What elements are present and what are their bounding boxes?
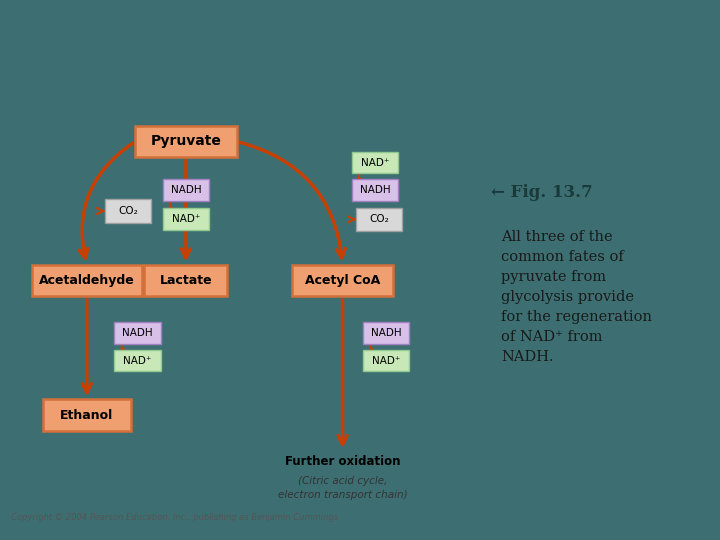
FancyBboxPatch shape — [352, 152, 398, 173]
FancyBboxPatch shape — [356, 208, 402, 231]
Text: NAD⁺: NAD⁺ — [372, 355, 400, 366]
FancyBboxPatch shape — [105, 199, 151, 222]
Text: CO₂: CO₂ — [118, 206, 138, 216]
FancyBboxPatch shape — [32, 265, 142, 296]
FancyBboxPatch shape — [135, 126, 237, 157]
Text: NADH: NADH — [359, 185, 390, 195]
FancyBboxPatch shape — [114, 322, 161, 344]
FancyArrowPatch shape — [356, 165, 362, 185]
Text: (Citric acid cycle,
electron transport chain): (Citric acid cycle, electron transport c… — [278, 476, 408, 500]
Text: Copyright © 2004 Pearson Education, Inc., publishing as Benjamin Cummings: Copyright © 2004 Pearson Education, Inc.… — [11, 513, 338, 522]
FancyBboxPatch shape — [163, 208, 209, 231]
Text: Acetyl CoA: Acetyl CoA — [305, 274, 380, 287]
FancyArrowPatch shape — [166, 192, 173, 215]
FancyBboxPatch shape — [43, 400, 130, 431]
Text: Further oxidation: Further oxidation — [285, 455, 400, 468]
Text: Ethanol: Ethanol — [60, 409, 114, 422]
FancyArrowPatch shape — [79, 143, 133, 258]
FancyBboxPatch shape — [292, 265, 393, 296]
FancyBboxPatch shape — [114, 349, 161, 372]
FancyArrowPatch shape — [367, 335, 374, 356]
Text: NAD⁺: NAD⁺ — [123, 355, 152, 366]
Text: ← Fig. 13.7: ← Fig. 13.7 — [492, 184, 593, 200]
Text: NADH: NADH — [171, 185, 201, 195]
FancyBboxPatch shape — [163, 179, 209, 201]
Text: NAD⁺: NAD⁺ — [361, 158, 389, 167]
FancyArrowPatch shape — [118, 335, 125, 356]
Text: NADH: NADH — [122, 328, 153, 338]
Text: NADH: NADH — [371, 328, 402, 338]
Text: CO₂: CO₂ — [369, 214, 390, 225]
Text: Pyruvate: Pyruvate — [150, 134, 221, 149]
FancyArrowPatch shape — [239, 142, 346, 258]
FancyBboxPatch shape — [145, 265, 228, 296]
Text: NAD⁺: NAD⁺ — [171, 214, 200, 225]
FancyBboxPatch shape — [364, 322, 410, 344]
FancyBboxPatch shape — [352, 179, 398, 201]
Text: All three of the
common fates of
pyruvate from
glycolysis provide
for the regene: All three of the common fates of pyruvat… — [501, 230, 652, 364]
FancyBboxPatch shape — [364, 349, 410, 372]
Text: Lactate: Lactate — [160, 274, 212, 287]
Text: Acetaldehyde: Acetaldehyde — [39, 274, 135, 287]
